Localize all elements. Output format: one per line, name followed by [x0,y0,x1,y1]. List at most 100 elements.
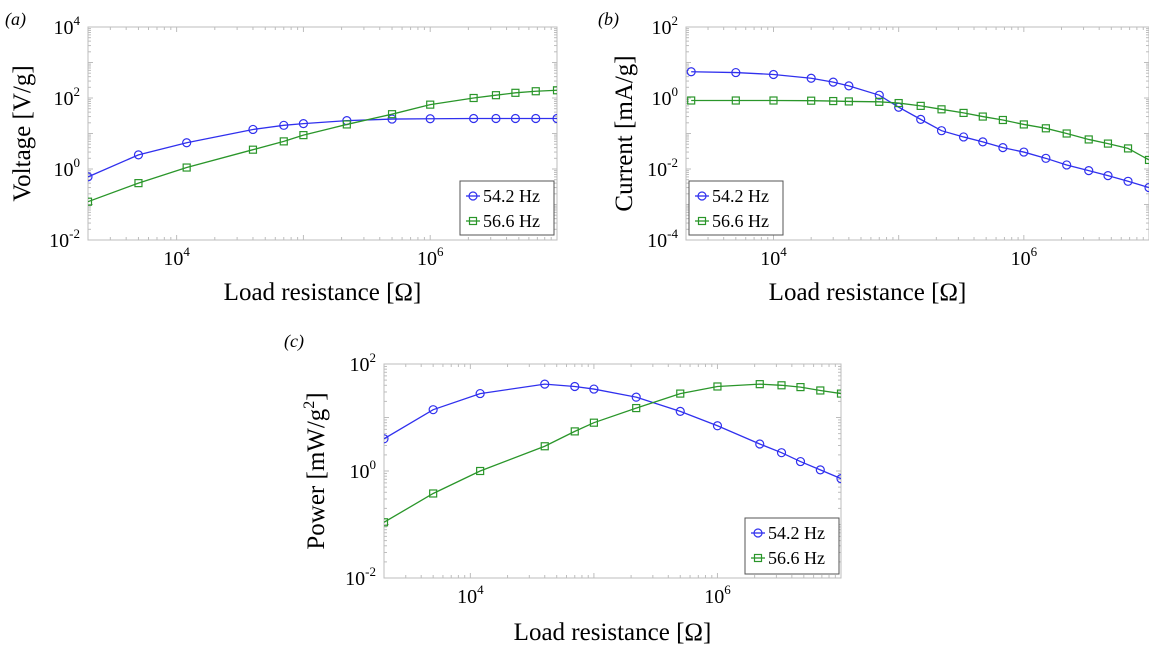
data-point-circle [675,406,685,417]
data-point-circle [920,497,928,505]
data-point-square [429,489,438,498]
data-point-circle [540,379,550,389]
data-point-circle [638,114,646,122]
data-point-square [1144,155,1149,165]
series-line-56.6-Hz [384,383,841,523]
plot-area [686,67,1149,193]
data-point-circle [755,439,765,449]
y-axis-label: Voltage [V/g] [9,65,36,201]
data-point-square [299,131,308,140]
data-point-square [796,383,805,392]
data-point-circle [552,113,557,124]
data-point-circle [836,474,841,484]
data-point-square [769,96,778,105]
y-tick-label: 10-2 [49,226,80,252]
data-point-circle [631,392,641,402]
data-point-square [998,115,1007,125]
x-tick-label: 106 [1011,244,1038,270]
x-axis-label: Load resistance [Ω] [514,619,712,646]
data-point-circle [936,126,947,136]
data-point-square [342,120,351,129]
data-point-circle [1062,160,1072,170]
data-point-circle [279,120,289,130]
series-line-54.2-Hz [691,71,1149,189]
data-point-circle [88,172,93,182]
data-point-circle [1084,166,1094,176]
data-point-square [687,96,696,105]
data-point-circle [828,77,838,87]
data-point-square [836,389,841,398]
data-point-square [777,381,786,390]
data-point-circle [844,81,854,91]
x-axis-label: Load resistance [Ω] [224,279,422,306]
data-point-circle [806,73,816,83]
data-point-square [1062,129,1071,138]
data-point-circle [879,486,887,494]
data-point-circle [1103,171,1113,181]
data-point-square [894,98,903,108]
series-line-56.6-Hz [88,89,557,203]
data-point-circle [469,113,479,124]
x-tick-label: 106 [417,244,444,270]
data-point-circle [428,405,438,415]
data-point-circle [596,114,604,122]
y-tick-label: 100 [350,457,377,483]
legend: 54.2 Hz 56.6 Hz [744,517,840,575]
data-point-square [540,442,549,451]
data-point-square [387,110,397,119]
y-tick-label: 102 [350,350,377,376]
data-point-circle [570,381,580,392]
data-point-circle [680,114,688,122]
data-point-circle [776,448,787,458]
legend-marker-circle [468,191,478,201]
plot-area [88,85,688,206]
data-point-square [902,402,909,409]
data-point-circle [901,491,909,499]
data-point-square [844,97,853,106]
data-point-circle [475,388,485,399]
y-axis-label: Power [mW/g2] [301,392,330,549]
y-tick-label: 104 [54,13,81,39]
data-point-circle [298,119,309,129]
data-point-square [816,386,825,395]
data-point-circle [248,124,258,135]
legend-marker-circle [697,191,707,201]
chart-panel-b: 104 106 10-4 10-2 100 102 Load resistance [Ω] C… [598,9,1149,306]
data-point-square [491,91,501,100]
x-tick-label: 106 [704,582,731,608]
data-point-square [959,108,968,118]
legend-label: 56.6 Hz [768,548,825,568]
data-point-square [632,403,641,413]
data-point-square [639,85,646,92]
y-tick-label: 10-2 [647,155,678,181]
y-tick-label: 100 [54,155,81,181]
y-axis-label: Current [mA/g] [611,55,638,211]
y-tick-label: 102 [54,84,81,110]
chart-panel-c: 104 106 10-2 100 102 Load resistance [Ω] Power… [284,331,928,646]
data-point-square [531,87,540,96]
legend-label: 54.2 Hz [768,523,825,543]
series-line-54.2-Hz [88,117,557,178]
chart-panel-a: 104 106 10-2 100 102 104 Load resistance [Ω] Vo… [5,9,688,306]
y-tick-label: 10-2 [345,564,376,590]
y-tick-label: 102 [652,13,679,39]
data-point-circle [958,132,969,142]
data-point-square [807,96,816,105]
panel-label: (b) [598,9,619,30]
data-point-circle [815,465,825,475]
data-point-square [1103,139,1113,148]
panel-label: (c) [284,331,304,352]
data-point-square [552,86,557,95]
data-point-square [875,97,884,106]
y-tick-label: 10-4 [647,226,678,252]
data-point-square [589,418,599,427]
legend-label: 54.2 Hz [712,186,769,206]
legend-marker-square [753,553,763,563]
legend-label: 56.6 Hz [712,211,769,231]
x-tick-label: 104 [760,244,787,270]
x-axis-label: Load resistance [Ω] [769,279,967,306]
legend-box [688,180,784,236]
legend-marker-circle [753,528,763,538]
data-point-circle [531,113,541,124]
